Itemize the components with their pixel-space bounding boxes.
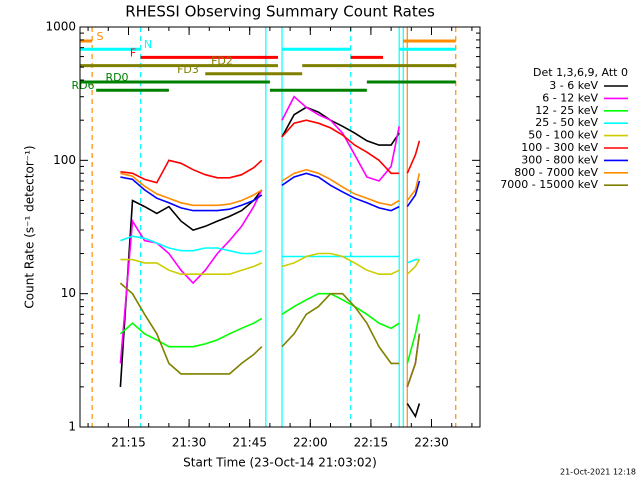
- flag-label: F: [130, 46, 136, 59]
- x-tick-label: 21:30: [172, 436, 207, 450]
- legend-label: 50 - 100 keV: [528, 129, 598, 142]
- flag-label: RD0: [105, 71, 128, 84]
- legend-title: Det 1,3,6,9, Att 0: [533, 66, 628, 79]
- legend-label: 300 - 800 keV: [521, 153, 598, 166]
- x-tick-label: 22:15: [354, 436, 389, 450]
- x-tick-label: 22:00: [293, 436, 328, 450]
- y-tick-label: 1000: [45, 20, 76, 34]
- y-axis-label: Count Rate (s⁻¹ detector⁻¹): [23, 145, 37, 308]
- series-line: [120, 252, 421, 275]
- flag-label: N: [144, 38, 152, 51]
- footer: 21-Oct-2021 12:18: [560, 468, 636, 477]
- legend-label: 800 - 7000 keV: [514, 166, 598, 179]
- series-line: [119, 106, 421, 419]
- flag-label: S: [97, 30, 104, 43]
- y-tick-label: 1: [68, 420, 76, 434]
- legend-label: 6 - 12 keV: [542, 91, 598, 104]
- x-tick-label: 21:45: [232, 436, 267, 450]
- x-axis-label: Start Time (23-Oct-14 21:03:02): [183, 456, 377, 470]
- series-line: [120, 172, 421, 212]
- plot-frame: [79, 26, 481, 428]
- flag-label: RD6: [71, 79, 94, 92]
- series-line: [120, 168, 421, 207]
- legend-label: 100 - 300 keV: [521, 141, 598, 154]
- legend-label: 3 - 6 keV: [549, 79, 598, 92]
- series-line: [119, 282, 421, 388]
- legend-label: 12 - 25 keV: [535, 104, 598, 117]
- y-tick-label: 100: [53, 153, 76, 167]
- legend-label: 7000 - 15000 keV: [500, 178, 598, 191]
- series-line: [120, 119, 421, 184]
- x-tick-label: 22:30: [414, 436, 449, 450]
- x-tick-label: 21:15: [111, 436, 146, 450]
- flag-label: FD2: [211, 55, 233, 68]
- flag-label: FD3: [177, 63, 199, 76]
- chart-title: RHESSI Observing Summary Count Rates: [125, 3, 435, 21]
- legend-label: 25 - 50 keV: [535, 116, 598, 129]
- series-line: [119, 292, 421, 364]
- y-tick-label: 10: [61, 286, 76, 300]
